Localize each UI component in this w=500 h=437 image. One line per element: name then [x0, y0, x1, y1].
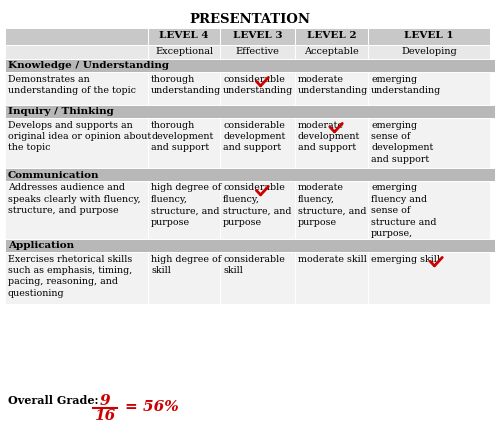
Bar: [5, 252, 148, 304]
Bar: [220, 252, 295, 304]
Text: Acceptable: Acceptable: [304, 48, 359, 56]
Text: Effective: Effective: [236, 48, 280, 56]
Bar: [368, 28, 490, 45]
Text: LEVEL 1: LEVEL 1: [404, 31, 454, 39]
Text: high degree of
skill: high degree of skill: [151, 254, 221, 275]
Bar: [295, 45, 368, 59]
Text: Communication: Communication: [8, 170, 100, 180]
Text: Developing: Developing: [401, 48, 457, 56]
Text: thorough
development
and support: thorough development and support: [151, 121, 213, 153]
Bar: [5, 45, 148, 59]
Bar: [5, 59, 495, 72]
Bar: [5, 118, 148, 168]
Text: = 56%: = 56%: [125, 400, 179, 414]
Text: LEVEL 4: LEVEL 4: [159, 31, 209, 39]
Text: Addresses audience and
speaks clearly with fluency,
structure, and purpose: Addresses audience and speaks clearly wi…: [8, 184, 140, 215]
Text: considerable
development
and support: considerable development and support: [223, 121, 285, 153]
Bar: [368, 118, 490, 168]
Bar: [295, 28, 368, 45]
Text: moderate skill: moderate skill: [298, 254, 367, 264]
Text: Exceptional: Exceptional: [155, 48, 213, 56]
Bar: [368, 252, 490, 304]
Bar: [368, 45, 490, 59]
Text: LEVEL 2: LEVEL 2: [306, 31, 356, 39]
Bar: [295, 252, 368, 304]
Text: Exercises rhetorical skills
such as emphasis, timing,
pacing, reasoning, and
que: Exercises rhetorical skills such as emph…: [8, 254, 132, 298]
Text: emerging
understanding: emerging understanding: [371, 74, 442, 95]
Text: PRESENTATION: PRESENTATION: [190, 13, 310, 26]
Text: Inquiry / Thinking: Inquiry / Thinking: [8, 108, 114, 117]
Bar: [148, 45, 220, 59]
Text: emerging
sense of
development
and support: emerging sense of development and suppor…: [371, 121, 433, 164]
Bar: [220, 72, 295, 105]
Bar: [5, 168, 495, 181]
Bar: [368, 181, 490, 239]
Bar: [368, 72, 490, 105]
Bar: [220, 28, 295, 45]
Text: Develops and supports an
original idea or opinion about
the topic: Develops and supports an original idea o…: [8, 121, 151, 153]
Bar: [5, 105, 495, 118]
Bar: [148, 72, 220, 105]
Text: 16: 16: [94, 409, 116, 423]
Text: considerable
skill: considerable skill: [223, 254, 285, 275]
Bar: [148, 28, 220, 45]
Text: Knowledge / Understanding: Knowledge / Understanding: [8, 62, 169, 70]
Bar: [5, 239, 495, 252]
Bar: [148, 118, 220, 168]
Text: emerging skill: emerging skill: [371, 254, 440, 264]
Text: thorough
understanding: thorough understanding: [151, 74, 221, 95]
Text: high degree of
fluency,
structure, and
purpose: high degree of fluency, structure, and p…: [151, 184, 221, 227]
Bar: [220, 181, 295, 239]
Bar: [295, 181, 368, 239]
Text: Application: Application: [8, 242, 74, 250]
Text: moderate
understanding: moderate understanding: [298, 74, 368, 95]
Text: considerable
understanding: considerable understanding: [223, 74, 293, 95]
Text: considerable
fluency,
structure, and
purpose: considerable fluency, structure, and pur…: [223, 184, 292, 227]
Bar: [220, 45, 295, 59]
Bar: [295, 72, 368, 105]
Text: moderate
fluency,
structure, and
purpose: moderate fluency, structure, and purpose: [298, 184, 366, 227]
Text: Demonstrates an
understanding of the topic: Demonstrates an understanding of the top…: [8, 74, 136, 95]
Bar: [5, 181, 148, 239]
Bar: [220, 118, 295, 168]
Bar: [5, 72, 148, 105]
Text: LEVEL 3: LEVEL 3: [233, 31, 282, 39]
Text: 9: 9: [100, 394, 110, 408]
Text: emerging
fluency and
sense of
structure and
purpose,: emerging fluency and sense of structure …: [371, 184, 436, 238]
Text: Overall Grade:: Overall Grade:: [8, 395, 98, 406]
Text: moderate
development
and support: moderate development and support: [298, 121, 360, 153]
Bar: [295, 118, 368, 168]
Bar: [148, 252, 220, 304]
Bar: [5, 28, 148, 45]
Bar: [148, 181, 220, 239]
